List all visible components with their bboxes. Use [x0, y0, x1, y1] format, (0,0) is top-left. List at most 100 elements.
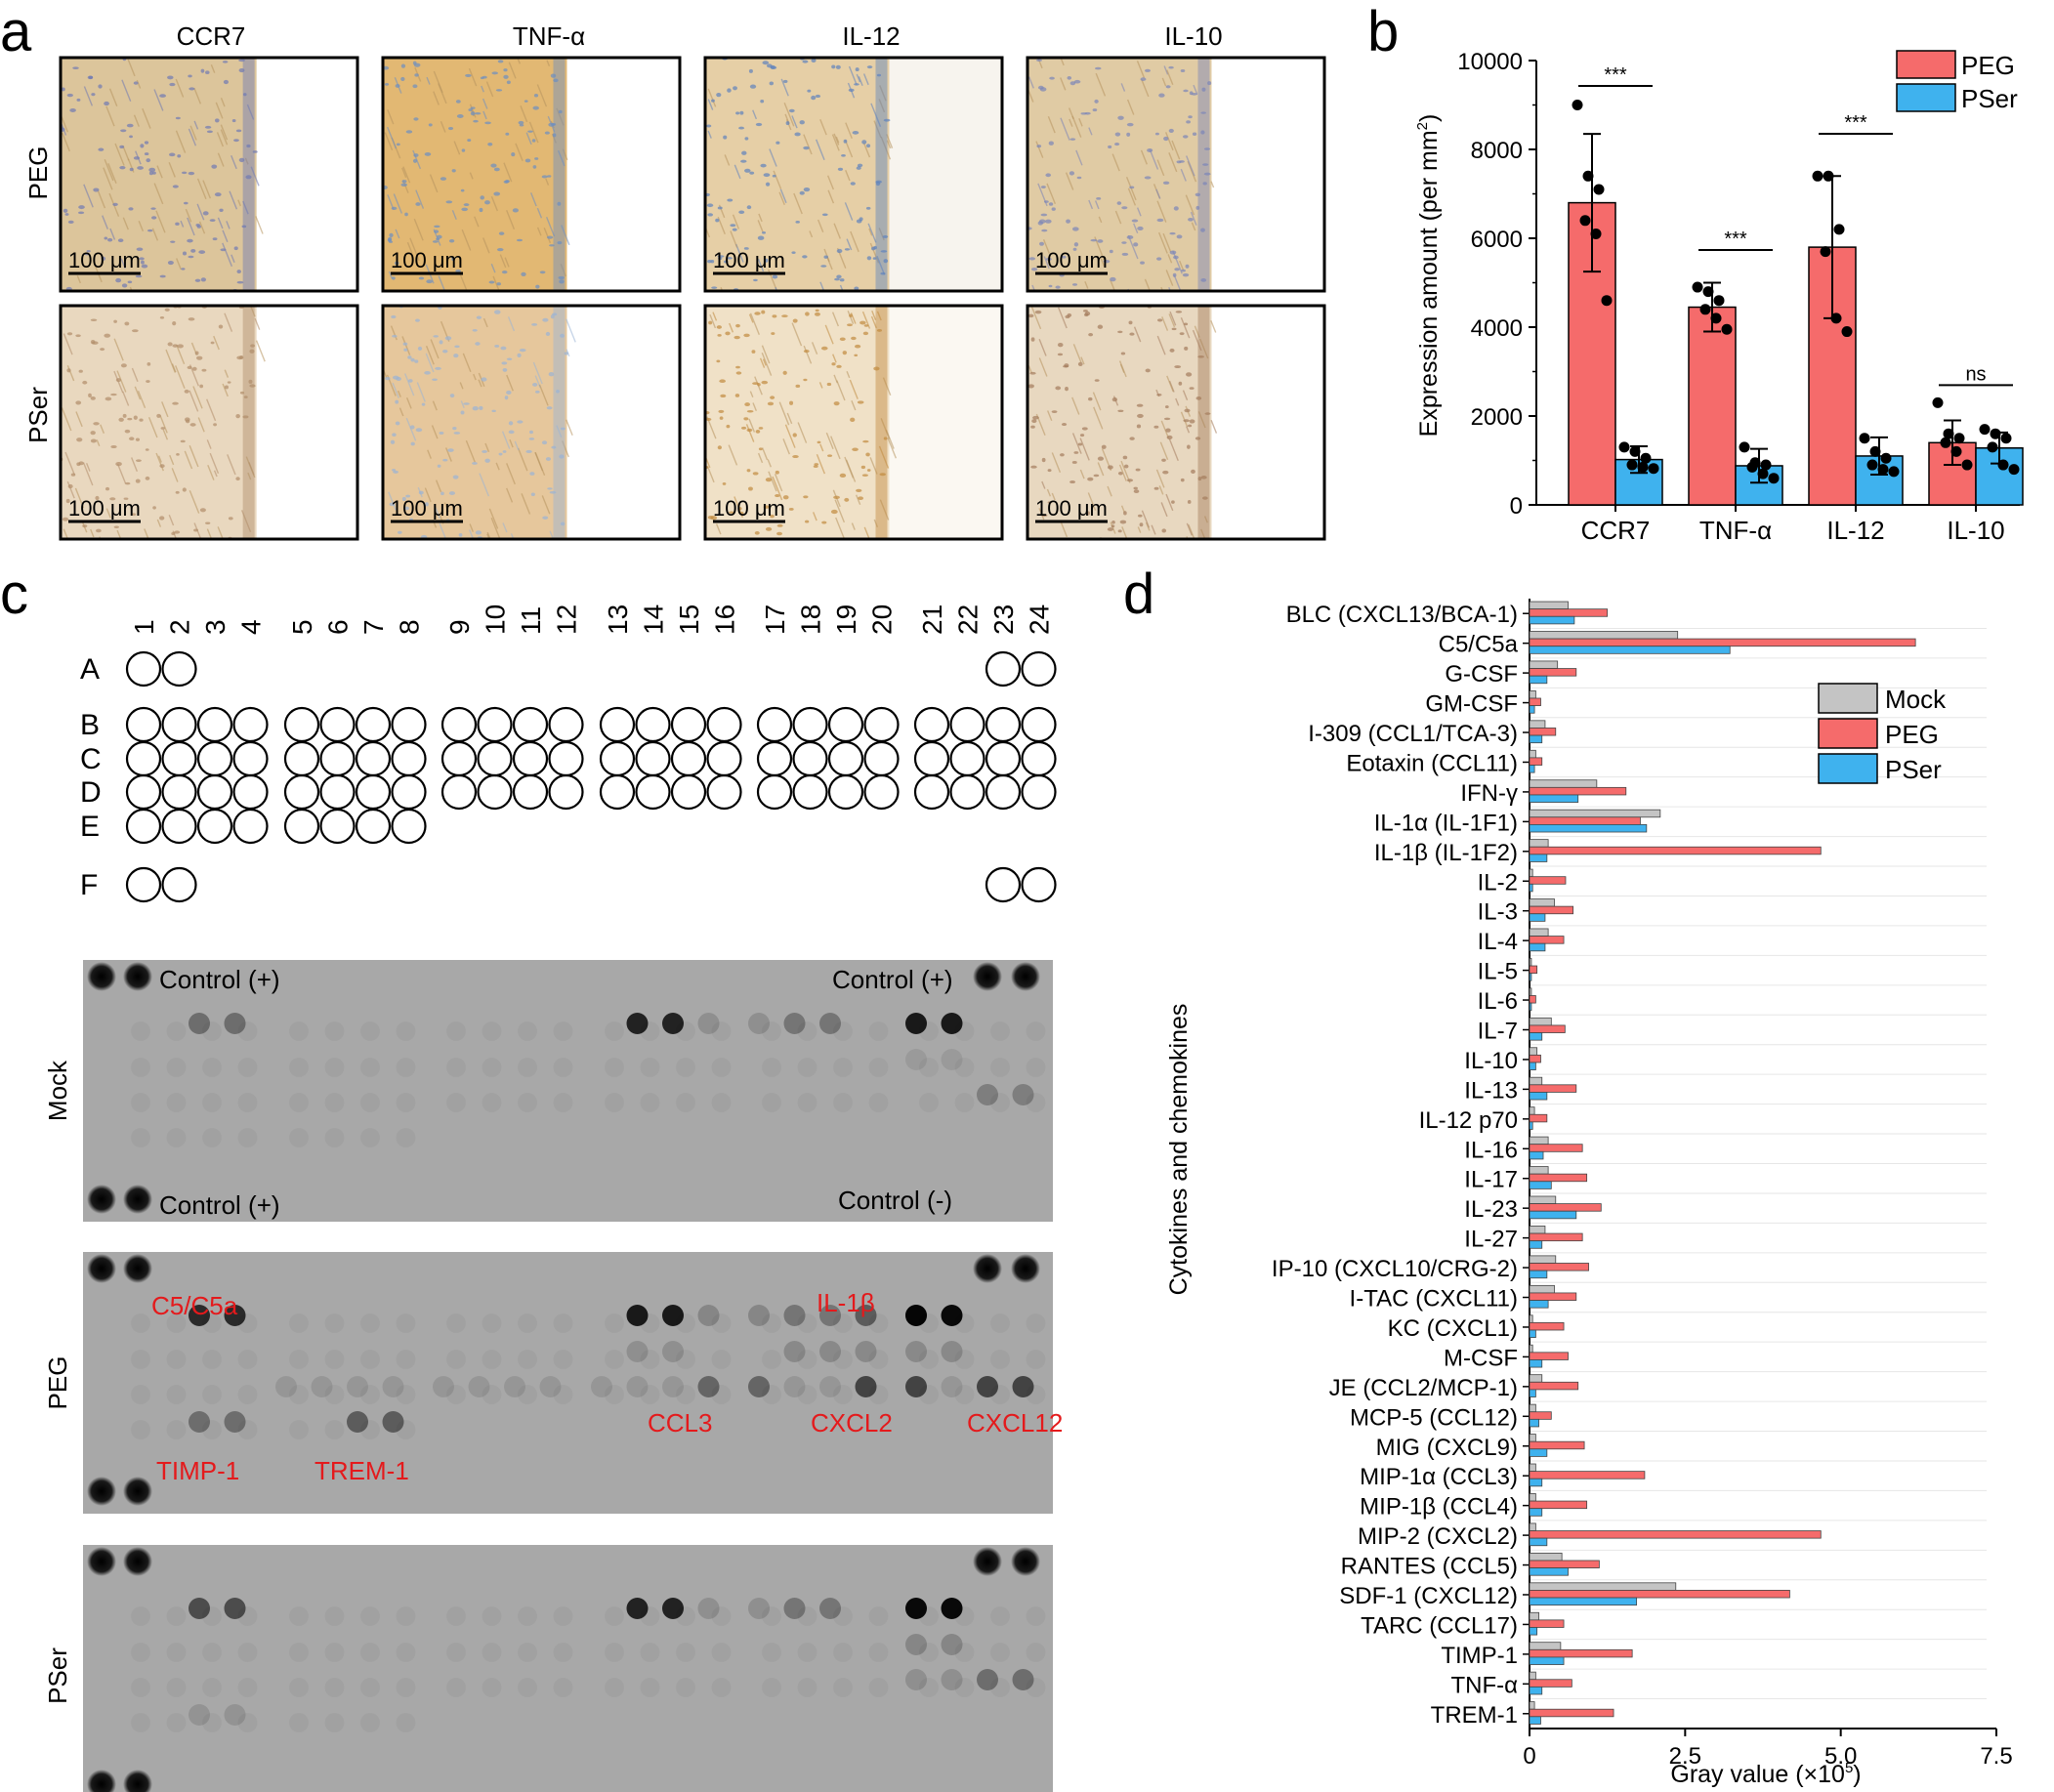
cell-nucleus — [110, 444, 117, 449]
tissue-fiber — [517, 447, 528, 472]
blot-spot-faint — [1026, 1606, 1046, 1626]
cell-nucleus — [749, 171, 755, 175]
micrograph-texture — [383, 58, 680, 291]
cell-nucleus — [746, 428, 753, 433]
cell-nucleus — [1126, 479, 1134, 482]
micrograph-texture — [705, 306, 1002, 539]
cell-nucleus — [136, 459, 142, 462]
tissue-fiber — [1193, 84, 1198, 95]
blot-spot-faint — [131, 1021, 150, 1041]
array-spot-outline — [1021, 706, 1057, 743]
tissue-fiber — [402, 166, 411, 184]
cell-nucleus — [444, 336, 452, 341]
blot-spot-faint — [990, 1606, 1010, 1626]
cell-nucleus — [764, 258, 769, 263]
array-spot-outline — [196, 808, 233, 845]
tissue-fiber — [76, 275, 81, 284]
tissue-fiber — [1030, 306, 1042, 330]
tissue-fiber — [1168, 313, 1176, 328]
tissue-fiber — [388, 271, 394, 279]
d-bar-mock — [1529, 1047, 1538, 1056]
tissue-fiber — [833, 133, 840, 146]
cell-nucleus — [765, 182, 771, 187]
tissue-fiber — [868, 228, 873, 236]
cell-nucleus — [1200, 476, 1207, 479]
cell-nucleus — [501, 361, 508, 365]
blot-spot-faint — [553, 1313, 573, 1333]
tissue-fiber — [769, 148, 777, 167]
cell-nucleus — [831, 362, 836, 366]
blot-spot-faint — [797, 1021, 817, 1041]
cell-nucleus — [517, 353, 522, 358]
blot-spot-faint — [324, 1420, 345, 1439]
tissue-fiber — [752, 109, 758, 120]
cell-nucleus — [205, 70, 210, 74]
tissue-fiber — [1094, 200, 1100, 210]
cell-nucleus — [233, 139, 239, 143]
d-ylabel: Cytokines and chemokines — [1165, 1004, 1193, 1296]
cell-nucleus — [1158, 93, 1165, 98]
d-bar-mock — [1529, 1076, 1543, 1086]
cell-nucleus — [96, 528, 102, 533]
tissue-fiber — [809, 230, 814, 238]
tissue-fiber — [137, 390, 147, 408]
array-spot-outline — [792, 706, 828, 743]
blot-spot — [662, 1376, 684, 1397]
cell-nucleus — [236, 280, 244, 284]
cell-nucleus — [803, 350, 810, 354]
tissue-fiber — [198, 221, 206, 234]
cell-nucleus — [762, 61, 770, 65]
blot-spot — [905, 1669, 927, 1690]
tissue-fiber — [880, 418, 891, 439]
cell-nucleus — [735, 111, 740, 115]
d-bar-peg — [1529, 786, 1627, 796]
cell-nucleus — [78, 369, 83, 373]
blot-spot — [662, 1341, 684, 1362]
tissue-fiber — [508, 62, 517, 79]
d-bar-mock — [1529, 601, 1569, 610]
blot-spot-faint — [324, 1606, 345, 1626]
blot-annotation: Control (+) — [159, 965, 280, 994]
tissue-fiber — [479, 473, 490, 497]
cell-nucleus — [1065, 387, 1069, 392]
cell-nucleus — [1107, 465, 1113, 470]
cell-nucleus — [145, 476, 150, 480]
tissue-fiber — [761, 345, 771, 364]
cell-nucleus — [718, 409, 725, 413]
cell-nucleus — [141, 264, 148, 269]
tile-frame — [59, 56, 359, 293]
blot-spot-faint — [166, 1021, 187, 1041]
cell-nucleus — [735, 371, 742, 375]
cell-nucleus — [410, 357, 415, 362]
cell-nucleus — [484, 200, 490, 205]
panel-letter-d: d — [1123, 563, 1154, 626]
array-column-number: 23 — [988, 604, 1019, 635]
cell-nucleus — [181, 171, 188, 175]
tissue-fiber — [876, 311, 882, 321]
b-data-point — [1692, 281, 1703, 293]
cell-nucleus — [542, 516, 549, 520]
cell-nucleus — [1163, 136, 1169, 142]
blot-spot — [275, 1376, 297, 1397]
cell-nucleus — [727, 88, 732, 93]
cell-nucleus — [512, 208, 519, 213]
blot-spot-faint — [166, 1313, 187, 1333]
cell-nucleus — [753, 278, 758, 282]
cell-nucleus — [1080, 112, 1087, 115]
tissue-fiber — [560, 264, 566, 277]
cell-nucleus — [128, 437, 135, 440]
tissue-fiber — [129, 286, 133, 291]
d-bar-pser — [1529, 1448, 1548, 1457]
cell-nucleus — [545, 331, 551, 337]
tissue-fiber — [835, 136, 840, 144]
tissue-fiber — [469, 529, 475, 539]
b-data-point — [1713, 295, 1725, 307]
tissue-fiber — [390, 325, 398, 341]
cell-nucleus — [771, 332, 775, 335]
d-bar-peg — [1529, 1648, 1633, 1658]
blot-spot-faint — [396, 1643, 416, 1662]
array-spot-outline — [355, 808, 392, 845]
d-category-label: IL-27 — [1464, 1227, 1518, 1253]
cell-nucleus — [1189, 387, 1195, 390]
tissue-fiber — [562, 148, 568, 161]
